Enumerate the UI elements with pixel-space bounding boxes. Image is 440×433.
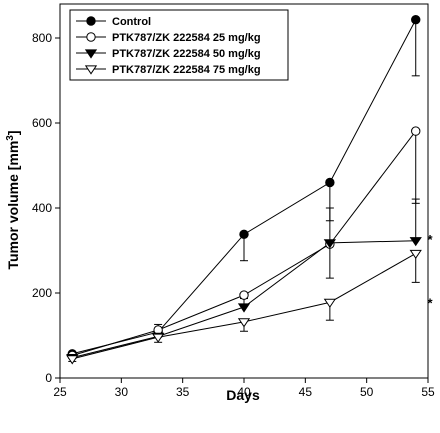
data-point	[151, 333, 165, 343]
legend-label: PTK787/ZK 222584 75 mg/kg	[112, 64, 261, 76]
data-point	[323, 239, 337, 249]
legend-box	[69, 9, 289, 81]
data-point	[66, 355, 79, 365]
legend-label: PTK787/ZK 222584 50 mg/kg	[112, 48, 261, 60]
annotations: **	[428, 232, 434, 311]
data-point	[239, 290, 249, 300]
data-point	[323, 298, 337, 308]
y-tick-label: 800	[32, 31, 52, 45]
legend: Control PTK787/ZK 222584 25 mg/kg PTK787/Z…	[69, 9, 289, 81]
data-point	[411, 15, 421, 25]
y-tick-label: 600	[32, 116, 52, 130]
data-point	[411, 126, 421, 136]
data-point	[237, 318, 251, 328]
significance-marker: *	[428, 232, 434, 247]
legend-label: Control	[112, 16, 151, 28]
ticks: 25 30 35 40 45 50 55 0 200 400 600 800	[32, 31, 435, 399]
legend-label: PTK787/ZK 222584 25 mg/kg	[112, 32, 261, 44]
x-tick-label: 25	[53, 385, 67, 399]
x-axis-label: Days	[226, 387, 260, 403]
y-tick-label: 200	[32, 286, 52, 300]
legend-marker	[84, 49, 98, 59]
data-point	[237, 303, 251, 313]
y-axis-label: Tumor volume [mm3]	[5, 130, 21, 269]
x-tick-label: 50	[360, 385, 374, 399]
x-tick-label: 30	[115, 385, 129, 399]
data-point	[409, 237, 422, 247]
x-tick-label: 45	[299, 385, 313, 399]
significance-marker: *	[428, 296, 434, 311]
legend-marker	[86, 32, 96, 42]
data-point	[409, 249, 422, 260]
x-tick-label: 55	[421, 385, 435, 399]
x-tick-label: 35	[176, 385, 190, 399]
legend-marker	[84, 65, 98, 75]
data-point	[325, 177, 335, 188]
legend-marker	[86, 16, 96, 26]
x-tick-label: 40	[237, 385, 251, 399]
data-point	[239, 229, 249, 240]
series-markers	[66, 15, 422, 365]
y-tick-label: 0	[45, 371, 52, 385]
y-tick-label: 400	[32, 201, 52, 215]
